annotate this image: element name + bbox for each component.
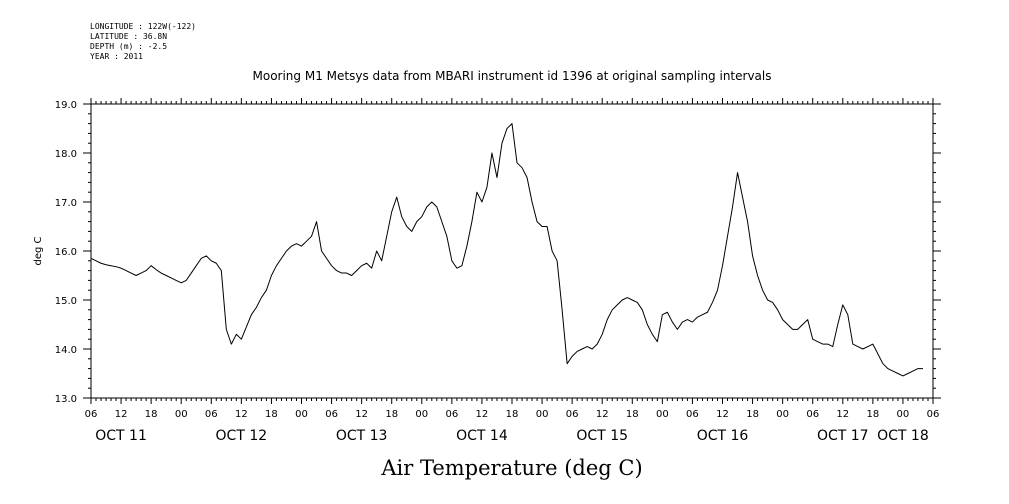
x-tick-label: 00 [776, 409, 789, 420]
x-tick-label: 00 [897, 409, 910, 420]
x-day-label: OCT 12 [216, 428, 268, 444]
x-axis-label: Air Temperature (deg C) [380, 456, 642, 480]
x-tick-label: 06 [686, 409, 699, 420]
longitude-label: LONGITUDE : 122W(-122) [90, 22, 196, 31]
x-tick-label: 00 [656, 409, 669, 420]
x-tick-label: 00 [295, 409, 308, 420]
y-tick-label: 15.0 [55, 296, 77, 307]
x-tick-label: 12 [115, 409, 128, 420]
x-tick-label: 18 [145, 409, 158, 420]
y-tick-label: 13.0 [55, 394, 77, 405]
series-layer [90, 123, 923, 377]
x-tick-label: 12 [836, 409, 849, 420]
x-tick-label: 18 [385, 409, 398, 420]
y-tick-label: 14.0 [55, 345, 77, 356]
x-day-label: OCT 15 [576, 428, 628, 444]
x-day-label: OCT 13 [336, 428, 388, 444]
x-tick-label: 00 [536, 409, 549, 420]
x-tick-label: 12 [716, 409, 729, 420]
x-tick-label: 06 [205, 409, 218, 420]
x-day-label: OCT 11 [95, 428, 147, 444]
x-tick-label: 12 [476, 409, 489, 420]
x-tick-label: 18 [866, 409, 879, 420]
x-tick-label: 12 [355, 409, 368, 420]
x-tick-label: 06 [566, 409, 579, 420]
x-tick-label: 12 [596, 409, 609, 420]
depth-label: DEPTH (m) : -2.5 [90, 42, 167, 51]
x-tick-label: 00 [415, 409, 428, 420]
year-label: YEAR : 2011 [90, 52, 143, 61]
x-tick-label: 18 [746, 409, 759, 420]
x-axis: 06 12 18 00 06 12 18 00 06 12 18 00 06 12 18 00 06 12 18 00… [85, 98, 940, 444]
x-tick-label: 00 [175, 409, 188, 420]
y-tick-label: 19.0 [55, 100, 77, 111]
x-day-label: OCT 14 [456, 428, 508, 444]
x-tick-label: 06 [927, 409, 940, 420]
x-tick-label: 06 [85, 409, 98, 420]
x-tick-label: 12 [235, 409, 248, 420]
x-tick-label: 18 [626, 409, 639, 420]
y-tick-label: 18.0 [55, 149, 77, 160]
y-axis-label: deg C [33, 236, 44, 265]
y-tick-label: 16.0 [55, 247, 77, 258]
x-tick-label: 06 [325, 409, 338, 420]
x-day-label: OCT 16 [697, 428, 749, 444]
series-line-air-temperature [90, 123, 923, 377]
y-axis: 13.0 14.0 15.0 16.0 17.0 18.0 19.0 [55, 100, 941, 405]
chart-title: Mooring M1 Metsys data from MBARI instru… [253, 69, 772, 83]
x-tick-label: 18 [506, 409, 519, 420]
y-tick-label: 17.0 [55, 198, 77, 209]
x-tick-label: 06 [806, 409, 819, 420]
latitude-label: LATITUDE : 36.8N [90, 32, 167, 41]
plot-frame [90, 103, 934, 399]
x-tick-label: 06 [445, 409, 458, 420]
x-day-label: OCT 17 [817, 428, 869, 444]
x-tick-label: 18 [265, 409, 278, 420]
x-day-label: OCT 18 [877, 428, 929, 444]
